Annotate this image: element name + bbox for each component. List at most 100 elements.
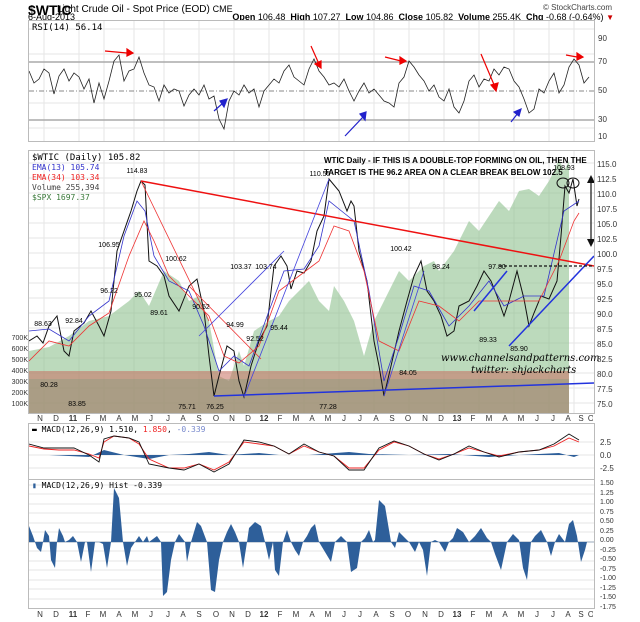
svg-text:O: O xyxy=(405,610,411,619)
svg-text:S: S xyxy=(389,610,394,619)
svg-text:A: A xyxy=(180,610,186,619)
svg-text:J: J xyxy=(149,610,153,619)
svg-text:M: M xyxy=(100,610,107,619)
rsi-legend: RSI(14) 56.14 xyxy=(32,23,103,33)
legend-spx: $SPX 1697.37 xyxy=(32,193,90,202)
svg-text:F: F xyxy=(278,414,283,423)
svg-text:11: 11 xyxy=(69,610,78,619)
legend-ema13: EMA(13) 105.74 xyxy=(32,163,100,172)
macd-legend: ▬ MACD(12,26,9) 1.510, 1.850, -0.339 xyxy=(32,425,206,434)
symbol: $WTIC xyxy=(28,2,72,18)
svg-text:M: M xyxy=(132,414,139,423)
chart-date: 6-Aug-2013 xyxy=(28,12,76,22)
svg-text:S: S xyxy=(196,610,201,619)
svg-text:M: M xyxy=(325,414,332,423)
svg-text:80.28: 80.28 xyxy=(40,382,58,389)
svg-text:A: A xyxy=(502,610,508,619)
svg-text:J: J xyxy=(358,414,362,423)
legend-volume: Volume 255,394 xyxy=(32,183,100,192)
svg-text:J: J xyxy=(166,610,170,619)
svg-text:F: F xyxy=(471,610,476,619)
svg-text:J: J xyxy=(551,414,555,423)
svg-text:N: N xyxy=(229,610,235,619)
svg-text:77.28: 77.28 xyxy=(319,404,337,411)
svg-text:92.52: 92.52 xyxy=(246,336,264,343)
copyright: © StockCharts.com xyxy=(542,3,612,12)
svg-text:11: 11 xyxy=(69,414,78,423)
svg-text:13: 13 xyxy=(453,414,462,423)
svg-text:A: A xyxy=(565,414,571,423)
svg-text:A: A xyxy=(180,414,186,423)
svg-text:95.44: 95.44 xyxy=(270,325,288,332)
svg-text:J: J xyxy=(149,414,153,423)
svg-text:A: A xyxy=(309,610,315,619)
svg-text:M: M xyxy=(293,610,300,619)
svg-text:100.42: 100.42 xyxy=(390,246,412,253)
macd-hist-panel: ▮ MACD(12,26,9) Hist -0.339 xyxy=(28,479,595,609)
svg-text:J: J xyxy=(535,414,539,423)
annotation-text: WTIC Daily - IF THIS IS A DOUBLE-TOP FOR… xyxy=(324,156,587,177)
svg-text:92.84: 92.84 xyxy=(65,318,83,325)
svg-text:M: M xyxy=(518,414,525,423)
legend-ema34: EMA(34) 103.34 xyxy=(32,173,100,182)
hist-yaxis: 1.50 1.25 1.00 0.75 0.50 0.25 0.00 -0.25… xyxy=(600,480,616,611)
svg-text:D: D xyxy=(53,610,59,619)
svg-text:J: J xyxy=(358,610,362,619)
svg-text:J: J xyxy=(166,414,170,423)
svg-text:O: O xyxy=(588,414,593,423)
svg-text:75.71: 75.71 xyxy=(178,404,196,411)
svg-text:103.74: 103.74 xyxy=(255,264,277,271)
svg-text:S: S xyxy=(578,610,583,619)
svg-text:100.62: 100.62 xyxy=(165,256,187,263)
svg-text:M: M xyxy=(486,610,493,619)
svg-text:96.22: 96.22 xyxy=(100,288,118,295)
svg-text:O: O xyxy=(588,610,593,619)
svg-text:A: A xyxy=(116,610,122,619)
svg-text:A: A xyxy=(373,610,379,619)
svg-text:M: M xyxy=(486,414,493,423)
symbol-name: Light Crude Oil - Spot Price (EOD) CME xyxy=(57,4,233,15)
macd-line-icon: ▬ xyxy=(32,425,37,434)
histogram-icon: ▮ xyxy=(32,481,37,490)
svg-text:J: J xyxy=(342,610,346,619)
svg-text:13: 13 xyxy=(453,610,462,619)
svg-text:98.24: 98.24 xyxy=(432,264,450,271)
svg-text:12: 12 xyxy=(260,414,269,423)
svg-text:85.90: 85.90 xyxy=(510,346,528,353)
svg-text:O: O xyxy=(213,610,219,619)
svg-text:D: D xyxy=(438,610,444,619)
svg-text:J: J xyxy=(342,414,346,423)
svg-text:M: M xyxy=(518,610,525,619)
chart-header: $WTIC Light Crude Oil - Spot Price (EOD)… xyxy=(0,0,640,22)
svg-text:S: S xyxy=(196,414,201,423)
svg-text:N: N xyxy=(422,610,428,619)
svg-text:J: J xyxy=(535,610,539,619)
down-triangle-icon: ▼ xyxy=(606,13,614,22)
svg-text:76.25: 76.25 xyxy=(206,404,224,411)
svg-text:A: A xyxy=(502,414,508,423)
svg-text:M: M xyxy=(325,610,332,619)
svg-text:D: D xyxy=(245,610,251,619)
svg-text:S: S xyxy=(389,414,394,423)
watermark: www.channelsandpatterns.com twitter: shj… xyxy=(441,353,600,376)
svg-text:O: O xyxy=(405,414,411,423)
svg-text:D: D xyxy=(245,414,251,423)
svg-text:89.33: 89.33 xyxy=(479,337,497,344)
legend-main: $WTIC (Daily) 105.82 xyxy=(32,153,141,163)
svg-text:F: F xyxy=(86,610,91,619)
svg-text:90.52: 90.52 xyxy=(192,304,210,311)
svg-text:89.61: 89.61 xyxy=(150,310,168,317)
svg-text:N: N xyxy=(229,414,235,423)
svg-text:M: M xyxy=(132,610,139,619)
svg-text:84.05: 84.05 xyxy=(399,370,417,377)
macd-panel: ▬ MACD(12,26,9) 1.510, 1.850, -0.339 xyxy=(28,423,595,480)
svg-text:F: F xyxy=(278,610,283,619)
svg-text:O: O xyxy=(213,414,219,423)
price-panel: 88.63 80.28 92.84 83.85 106.95 96.22 114… xyxy=(28,150,600,414)
svg-text:D: D xyxy=(53,414,59,423)
svg-text:A: A xyxy=(373,414,379,423)
svg-text:103.37: 103.37 xyxy=(230,264,252,271)
svg-text:97.80: 97.80 xyxy=(488,264,506,271)
quote-summary: Open 106.48 High 107.27 Low 104.86 Close… xyxy=(232,12,614,22)
